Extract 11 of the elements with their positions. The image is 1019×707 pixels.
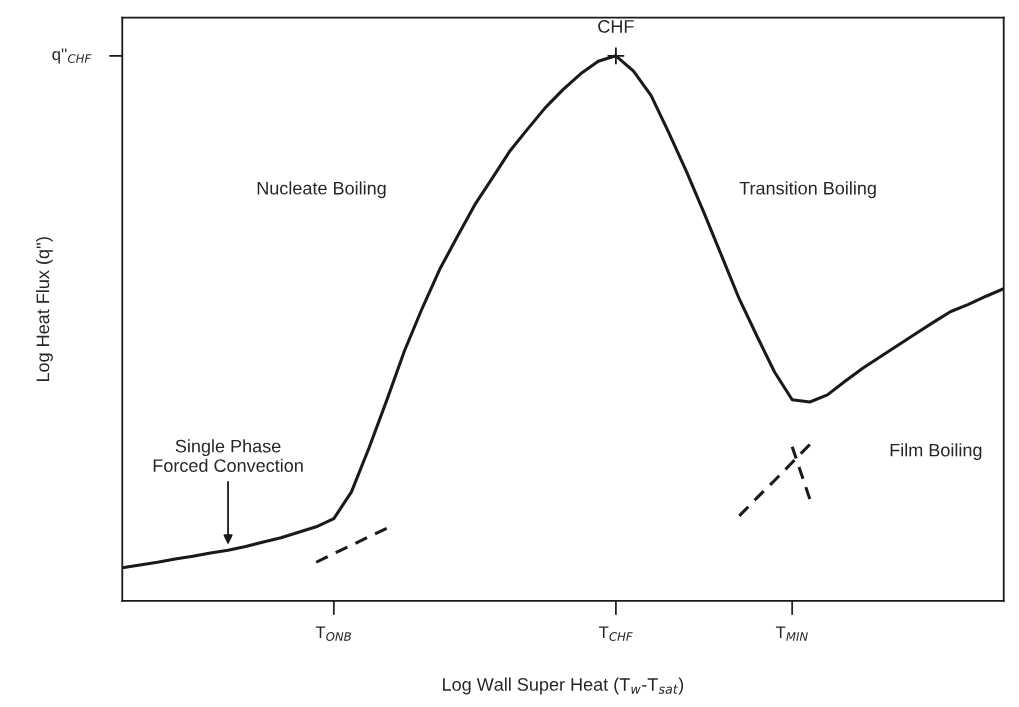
x-tick-label: T$_{ONB}$ <box>315 626 351 641</box>
x-axis-title: Log Wall Super Heat (T$_{w}$-T$_{sat}$) <box>443 677 684 695</box>
annotation: Film Boiling <box>890 443 982 461</box>
x-tick-label: T$_{CHF}$ <box>599 626 633 641</box>
annotation: CHF <box>598 20 634 33</box>
annotation: Nucleate Boiling <box>257 181 386 199</box>
text: q''$_{CHF}$ <box>52 48 92 64</box>
x-tick-label: T$_{MIN}$ <box>775 626 808 641</box>
y-axis-title: Log Heat Flux (q'') <box>36 237 53 382</box>
annotation: Single Phase Forced Convection <box>153 439 303 472</box>
annotation: Transition Boiling <box>739 181 876 199</box>
